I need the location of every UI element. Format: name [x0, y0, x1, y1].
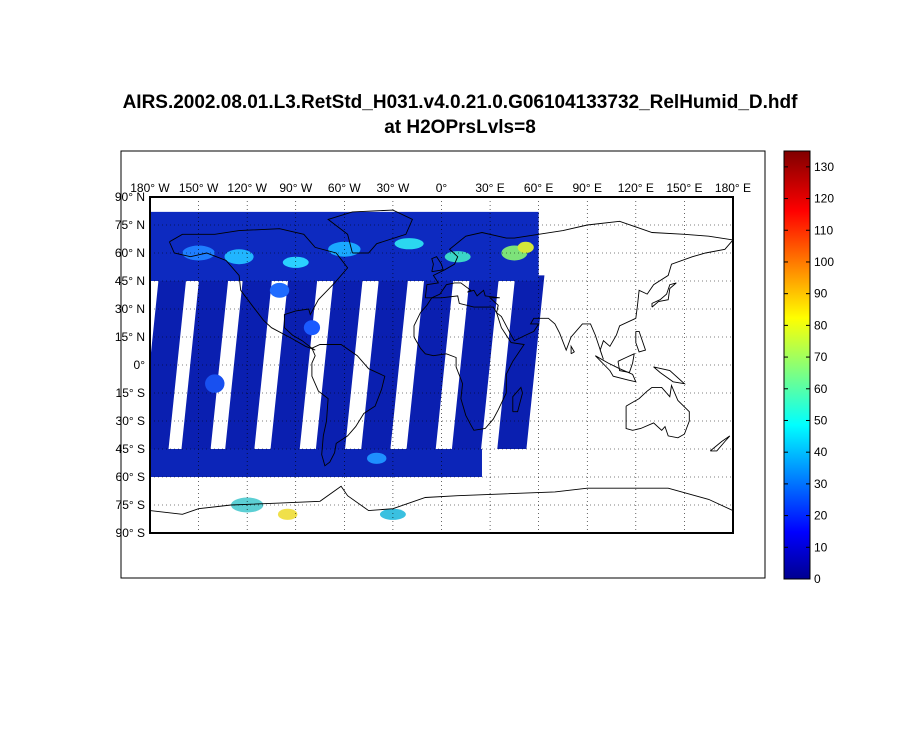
swath-stripe [225, 275, 273, 449]
north-america-coast [168, 228, 349, 351]
new-zealand-coast [710, 435, 731, 452]
longitude-label: 30° E [475, 181, 504, 195]
longitude-label: 150° W [179, 181, 219, 195]
uk-coast [431, 256, 444, 273]
colorbar-tick-label: 60 [814, 382, 828, 396]
map-frame [149, 196, 734, 534]
latitude-labels: 90° N 75° N 60° N 45° N 30° N 15° N 0° 15° S 30°… [115, 190, 145, 540]
colorbar [783, 150, 811, 580]
map-panel [150, 197, 733, 533]
philippines-coast [635, 330, 647, 353]
latitude-label: 15° N [115, 330, 145, 344]
colorbar-tick-label: 0 [814, 572, 821, 586]
longitude-label: 90° E [573, 181, 602, 195]
swath-stripe [181, 275, 229, 449]
latitude-label: 45° N [115, 274, 145, 288]
longitude-label: 60° W [328, 181, 361, 195]
latitude-label: 90° S [116, 526, 145, 540]
humidity-highlight [379, 508, 406, 520]
colorbar-tick-label: 100 [814, 255, 834, 269]
japan-coast [651, 282, 677, 308]
latitude-label: 60° N [115, 246, 145, 260]
sri-lanka-coast [570, 344, 575, 355]
madagascar-coast [512, 386, 523, 413]
colorbar-tick-label: 80 [814, 318, 828, 332]
swath-stripe [497, 275, 545, 449]
graticule [150, 197, 733, 533]
latitude-label: 15° S [116, 386, 145, 400]
longitude-label: 0° [436, 181, 448, 195]
humidity-highlight [224, 249, 254, 265]
longitude-label: 150° E [666, 181, 702, 195]
borneo-coast [617, 353, 635, 374]
longitude-label: 180° E [715, 181, 751, 195]
swath-stripe [361, 275, 409, 449]
colorbar-tick-label: 20 [814, 509, 828, 523]
longitude-label: 90° W [279, 181, 312, 195]
humidity-highlight [394, 238, 424, 250]
colorbar-ticks: 0 10 20 30 40 50 60 70 80 90 100 110 120 130 [784, 160, 834, 586]
eurasia-coast [424, 220, 733, 360]
latitude-label: 45° S [116, 442, 145, 456]
colorbar-tick-label: 10 [814, 540, 828, 554]
indonesia-coast [594, 355, 637, 383]
figure-subtitle: at H2OPrsLvls=8 [384, 117, 536, 138]
swath-stripe [150, 275, 187, 449]
humidity-highlight [282, 256, 309, 268]
swath-stripe [451, 275, 500, 449]
humidity-highlight [269, 282, 290, 298]
latitude-label: 0° [134, 358, 146, 372]
colorbar-tick-label: 130 [814, 160, 834, 174]
humidity-highlight [303, 320, 321, 336]
antarctica-coast [150, 485, 733, 515]
colorbar-tick-label: 70 [814, 350, 828, 364]
colorbar-tick-label: 30 [814, 477, 828, 491]
colorbar-tick-label: 40 [814, 445, 828, 459]
colorbar-tick-label: 110 [814, 223, 833, 237]
latitude-label: 75° S [116, 498, 145, 512]
colorbar-tick-label: 90 [814, 287, 828, 301]
australia-coast [625, 383, 690, 439]
new-guinea-coast [653, 366, 686, 385]
longitude-label: 60° E [524, 181, 553, 195]
figure-title: AIRS.2002.08.01.L3.RetStd_H031.v4.0.21.0… [122, 92, 798, 113]
swath-band-south [150, 449, 482, 477]
latitude-label: 30° S [116, 414, 145, 428]
humidity-highlight [517, 241, 534, 253]
latitude-label: 90° N [115, 190, 145, 204]
south-america-coast [311, 344, 386, 467]
africa-coast [413, 295, 525, 431]
colorbar-tick-label: 120 [814, 192, 834, 206]
greenland-coast [327, 209, 413, 254]
humidity-highlight [277, 508, 298, 520]
coastlines [150, 209, 733, 515]
latitude-label: 60° S [116, 470, 145, 484]
swath-stripe [406, 275, 454, 449]
longitude-label: 120° E [618, 181, 654, 195]
swath-stripe [270, 275, 318, 449]
longitude-label: 120° W [227, 181, 267, 195]
latitude-label: 75° N [115, 218, 145, 232]
longitude-label: 30° W [377, 181, 410, 195]
longitude-labels: 180° W 150° W 120° W 90° W 60° W 30° W 0° 30° E… [130, 181, 751, 195]
humidity-highlight [367, 452, 387, 464]
humidity-highlight [205, 374, 225, 393]
latitude-label: 30° N [115, 302, 145, 316]
colorbar-tick-label: 50 [814, 413, 828, 427]
longitude-label: 180° W [130, 181, 170, 195]
